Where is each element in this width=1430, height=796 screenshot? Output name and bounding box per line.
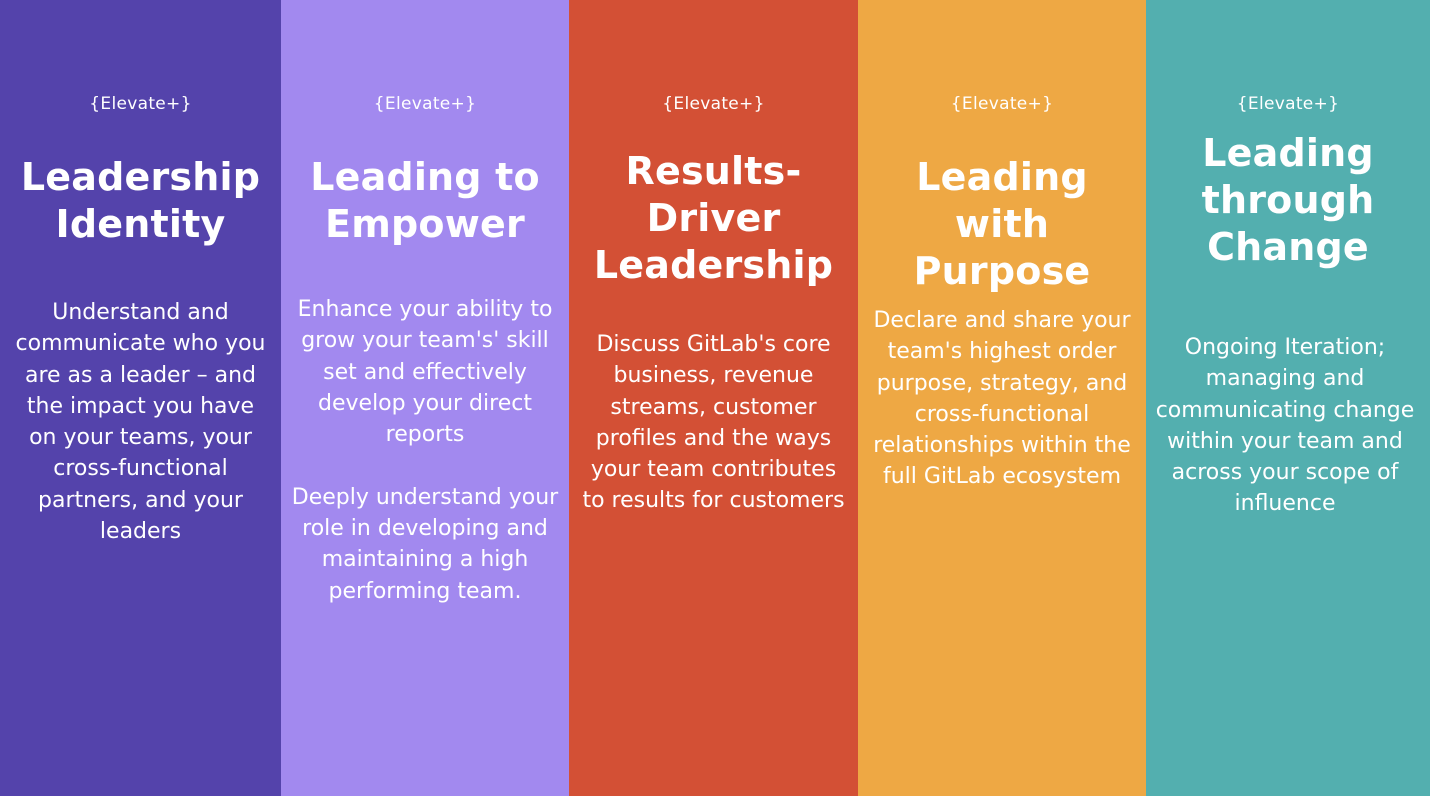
column-title: Results-Driver Leadership <box>593 149 834 287</box>
elevate-tag: {Elevate+} <box>373 94 477 114</box>
column-title: Leading with Purpose <box>913 155 1091 293</box>
elevate-tag: {Elevate+} <box>662 94 765 114</box>
column-title: Leading to Empower <box>310 155 540 246</box>
column-description: Ongoing Iteration; managing and communic… <box>1155 335 1415 517</box>
column-title: Leadership Identity <box>20 155 261 246</box>
column-description: Enhance your ability to grow your team's… <box>291 297 559 604</box>
column-leading-through-change: {Elevate+} Leading through Change Ongoin… <box>1146 0 1430 796</box>
column-description: Declare and share your team's highest or… <box>873 308 1131 490</box>
column-leadership-identity: {Elevate+} Leadership Identity Understan… <box>0 0 281 796</box>
column-description: Understand and communicate who you are a… <box>15 300 266 545</box>
column-results-driver-leadership: {Elevate+} Results-Driver Leadership Dis… <box>569 0 858 796</box>
column-leading-to-empower: {Elevate+} Leading to Empower Enhance yo… <box>281 0 569 796</box>
elevate-tag: {Elevate+} <box>89 94 192 114</box>
column-title: Leading through Change <box>1201 131 1375 269</box>
column-description: Discuss GitLab's core business, revenue … <box>582 332 845 514</box>
column-leading-with-purpose: {Elevate+} Leading with Purpose Declare … <box>858 0 1146 796</box>
elevate-tag: {Elevate+} <box>1236 94 1340 114</box>
elevate-tag: {Elevate+} <box>950 94 1054 114</box>
